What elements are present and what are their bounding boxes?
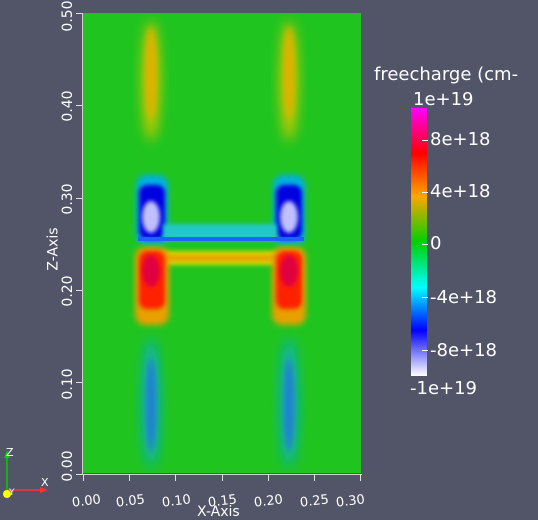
x-axis-title: X-Axis — [197, 504, 240, 520]
z-axis-line — [82, 13, 83, 475]
z-axis-title: Z-Axis — [45, 227, 62, 271]
x-tick-mark — [268, 474, 269, 481]
bottom-right-negative-column-core — [284, 359, 294, 451]
triad-y-label: Y — [8, 488, 15, 498]
colorbar-label: -4e+18 — [430, 287, 498, 308]
z-tick-label: 0.00 — [60, 450, 76, 482]
x-tick-mark — [83, 474, 84, 481]
colorbar-label: 8e+18 — [430, 129, 491, 150]
z-tick-label: 0.30 — [60, 183, 76, 215]
colorbar-min-label: -1e+19 — [410, 378, 478, 399]
colorbar-tick — [422, 244, 428, 245]
z-tick-mark — [76, 290, 82, 291]
x-tick-mark — [175, 474, 176, 481]
orientation-axes-widget[interactable]: Z X Y — [0, 446, 60, 506]
x-tick-mark — [222, 474, 223, 481]
colorbar-tick — [422, 192, 428, 193]
z-tick-label: 0.50 — [60, 0, 76, 32]
field-background — [83, 13, 361, 473]
colorbar-tick — [422, 140, 428, 141]
z-tick-mark — [76, 198, 82, 199]
colorbar-label: -8e+18 — [430, 340, 498, 361]
x-tick-label: 0.05 — [115, 492, 146, 511]
colorbar-max-label: 1e+19 — [413, 89, 474, 110]
triad-x-arrowhead — [40, 487, 48, 493]
x-tick-label: 0.10 — [161, 492, 192, 511]
negative-bridge — [163, 224, 277, 240]
triad-z-arrowhead — [4, 450, 10, 458]
x-tick-mark — [129, 474, 130, 481]
top-right-positive-column-core — [284, 27, 294, 119]
x-tick-label: 0.20 — [253, 492, 284, 511]
colorbar-label: 0 — [430, 233, 442, 254]
triad-z-label: Z — [6, 446, 14, 459]
x-tick-mark — [360, 474, 361, 481]
z-tick-mark — [76, 474, 82, 475]
x-tick-label: 0.30 — [335, 492, 366, 511]
x-tick-label: 0.25 — [299, 492, 330, 511]
x-tick-label: 0.00 — [71, 492, 102, 511]
z-tick-label: 0.10 — [60, 368, 76, 400]
colorbar-tick — [422, 350, 428, 351]
triad-y-axis — [3, 490, 11, 498]
z-tick-mark — [76, 105, 82, 106]
pseudocolor-plot[interactable] — [83, 13, 361, 473]
colorbar-gradient[interactable] — [411, 108, 427, 376]
colorbar-tick — [422, 297, 428, 298]
colorbar-label: 4e+18 — [430, 181, 491, 202]
colorbar-title: freecharge (cm- — [374, 64, 519, 85]
bottom-left-negative-column-core — [146, 359, 156, 451]
x-tick-mark — [314, 474, 315, 481]
triad-x-label: X — [41, 476, 49, 489]
z-tick-label: 0.40 — [60, 90, 76, 122]
z-tick-mark — [76, 382, 82, 383]
z-tick-label: 0.20 — [60, 275, 76, 307]
top-left-positive-column-core — [146, 27, 156, 119]
z-tick-mark — [76, 13, 82, 14]
